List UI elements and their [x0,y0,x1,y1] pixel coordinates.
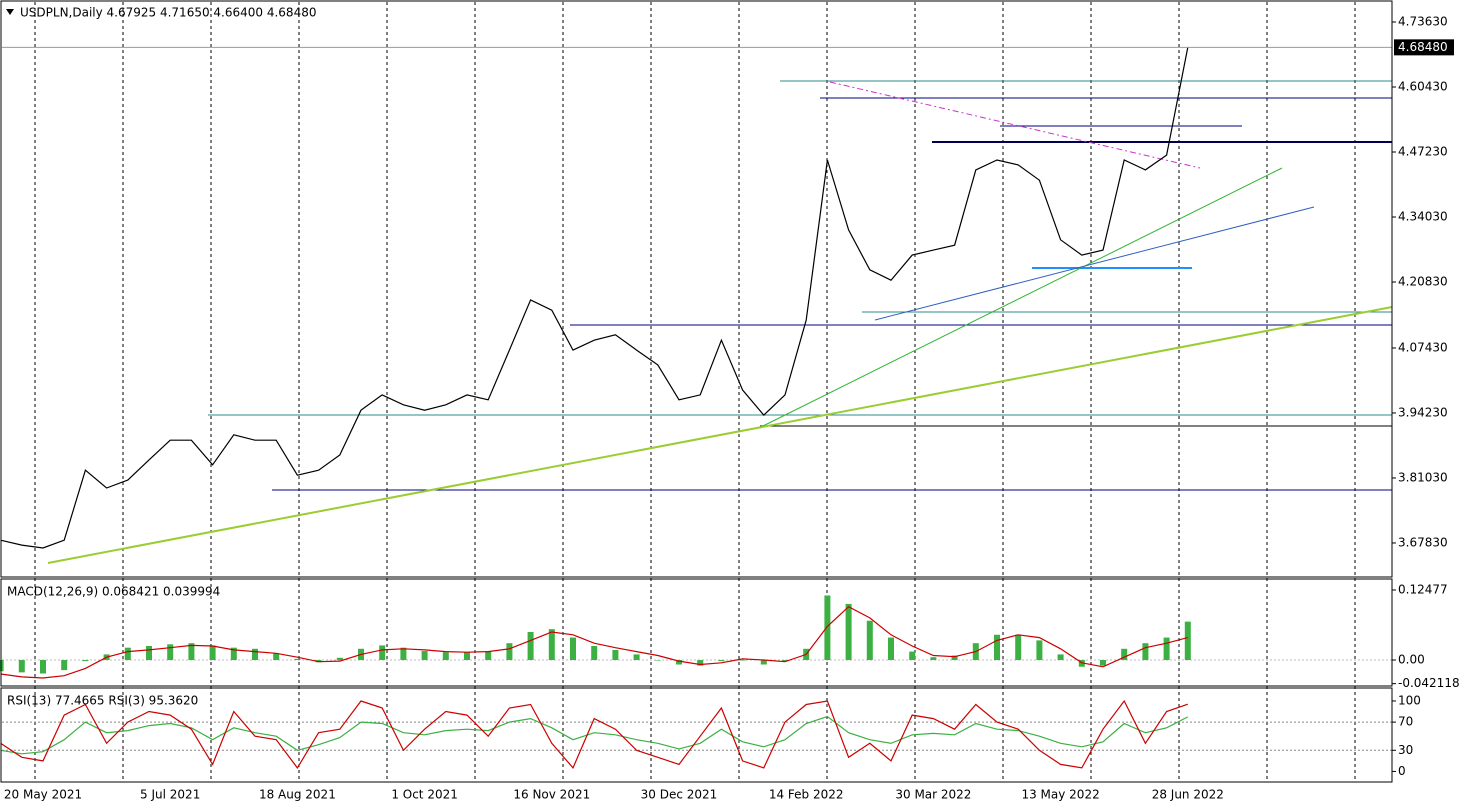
trend-line [762,167,1283,427]
y-tick-label: 0 [1398,764,1406,778]
histogram-bar [527,631,534,661]
histogram-bar [824,595,831,661]
y-tick-label: 0.00 [1398,653,1425,667]
histogram-bar [951,655,958,661]
histogram-bar [676,660,682,665]
histogram-bar [82,660,89,662]
histogram-bar [230,647,237,661]
x-tick-label: 28 Jun 2022 [1152,788,1224,802]
histogram-bar [1036,640,1043,661]
histogram-bar [718,660,725,662]
histogram-bar [1184,621,1191,661]
y-tick-label: 4.07430 [1398,340,1448,354]
histogram-bar [485,651,492,661]
chart-title: USDPLN,Daily 4.67925 4.71650 4.66400 4.6… [20,6,316,20]
current-price-box [1394,39,1454,56]
histogram-bar [421,651,428,661]
histogram-bar [40,660,46,674]
x-tick-label: 5 Jul 2021 [140,788,200,802]
histogram-bar [888,637,894,661]
x-tick-label: 13 May 2022 [1021,788,1099,802]
histogram-bar [1121,648,1128,661]
histogram-bar [909,651,916,661]
histogram-bar [739,660,746,661]
y-tick-label: 3.81030 [1398,470,1448,484]
histogram-bar [782,660,788,662]
rsi-panel-frame [0,687,1393,783]
histogram-bar [548,629,555,661]
macd-panel-frame [0,578,1393,687]
histogram-bar [464,652,470,661]
histogram-bar [294,658,301,661]
y-tick-label: 4.34030 [1398,209,1448,223]
y-tick-label: 3.94230 [1398,405,1448,419]
histogram-bar [697,660,704,666]
y-tick-label: 3.67830 [1398,535,1448,549]
histogram-bar [633,654,640,661]
histogram-bar [866,620,873,661]
series-line [0,47,1189,549]
y-tick-label: 100 [1398,693,1421,707]
series-line [0,715,1189,755]
drawings [47,80,1393,564]
histogram-bar [61,660,68,671]
series-line [0,605,1188,679]
histogram-bar [994,634,1000,661]
price-panel-frame [0,0,1393,578]
histogram-bar [336,657,343,661]
y-tick-label: 4.47230 [1398,144,1448,158]
x-tick-label: 30 Dec 2021 [641,788,718,802]
trend-line [874,206,1315,321]
x-tick-label: 30 Mar 2022 [895,788,971,802]
menu-triangle[interactable] [6,9,14,15]
histogram-bar [760,660,767,665]
y-tick-label: 4.73630 [1398,14,1448,28]
histogram-bar [273,653,280,661]
histogram-bar [442,652,449,661]
histogram-bar [124,647,131,661]
series-line [0,699,1188,770]
y-tick-label: 0.12477 [1398,583,1448,597]
histogram-bar [379,645,386,661]
histogram-bar [930,657,937,661]
current-price-label: 4.68480 [1398,40,1448,54]
histogram-bar [252,648,258,661]
histogram-bar [1057,654,1064,661]
y-tick-label: -0.042118 [1398,676,1460,690]
marks [0,46,1392,770]
histogram-bar [0,660,4,672]
histogram-bar [570,637,576,661]
histogram-bar [1163,637,1170,661]
histogram-bar [167,644,174,661]
histogram-bar [1015,634,1022,661]
histogram-bar [400,647,407,661]
histogram-bar [188,643,195,661]
y-tick-label: 4.20830 [1398,274,1448,288]
x-tick-label: 14 Feb 2022 [769,788,844,802]
x-tick-label: 18 Aug 2021 [259,788,336,802]
y-tick-label: 4.60430 [1398,79,1448,93]
x-tick-label: 16 Nov 2021 [513,788,590,802]
histogram-bar [845,603,852,661]
y-tick-label: 70 [1398,715,1413,729]
histogram-bar [1100,660,1106,666]
histogram-bar [1142,643,1149,661]
x-tick-label: 20 May 2021 [4,788,82,802]
histogram-bar [654,660,661,661]
x-tick-label: 1 Oct 2021 [391,788,458,802]
histogram-bar [591,645,598,661]
y-tick-label: 30 [1398,743,1413,757]
histogram-bar [612,649,619,661]
histogram-bar [146,645,152,661]
macd-title: MACD(12,26,9) 0.068421 0.039994 [7,585,220,599]
trend-line [47,306,1393,564]
rsi-title: RSI(13) 77.4665 RSI(3) 95.3620 [7,694,198,708]
histogram-bar [209,645,216,661]
histogram-bar [506,643,513,661]
histogram-bar [18,660,25,673]
